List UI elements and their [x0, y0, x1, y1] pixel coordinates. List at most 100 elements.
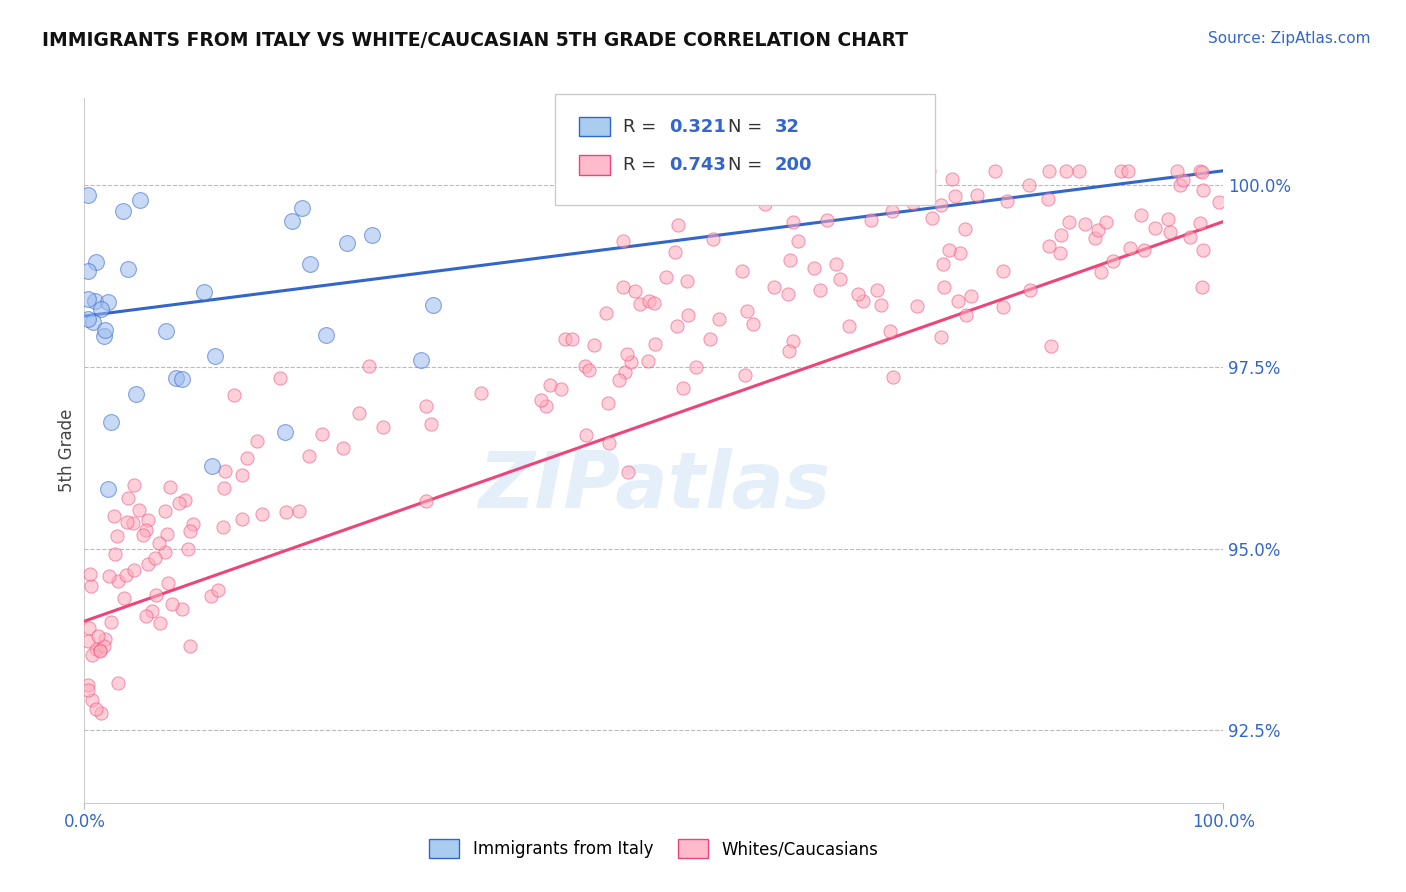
Point: [638, 293, 661, 308]
Point: [87, 629, 110, 643]
Point: [97, 295, 120, 310]
Point: [1038, 163, 1060, 178]
Point: [828, 271, 851, 285]
Point: [332, 441, 354, 455]
Point: [685, 359, 707, 374]
Point: [598, 436, 620, 450]
Point: [737, 304, 759, 318]
Point: [148, 536, 170, 550]
Point: [702, 232, 724, 246]
Point: [97, 482, 120, 496]
Point: [170, 602, 193, 616]
Point: [125, 387, 148, 401]
Point: [575, 427, 598, 442]
Point: [112, 591, 135, 606]
Point: [359, 359, 381, 374]
Point: [1038, 239, 1060, 253]
Point: [90, 302, 112, 317]
Point: [181, 517, 204, 532]
Point: [1132, 243, 1154, 257]
Point: [141, 603, 163, 617]
Point: [193, 285, 215, 299]
Point: [995, 194, 1018, 209]
Point: [107, 574, 129, 589]
Point: [613, 365, 636, 379]
Point: [155, 527, 177, 541]
Point: [93, 639, 115, 653]
Point: [955, 308, 977, 322]
Point: [159, 480, 181, 494]
Point: [787, 234, 810, 248]
Point: [201, 459, 224, 474]
Point: [882, 369, 904, 384]
Point: [929, 330, 952, 344]
Point: [236, 450, 259, 465]
Text: R =: R =: [623, 156, 662, 174]
Point: [1159, 225, 1181, 239]
Point: [699, 332, 721, 346]
Point: [153, 504, 176, 518]
Point: [825, 177, 848, 191]
Point: [176, 541, 198, 556]
Point: [82, 648, 104, 662]
Point: [173, 493, 195, 508]
Point: [1166, 163, 1188, 178]
Point: [1192, 243, 1215, 257]
Point: [666, 219, 689, 233]
Point: [76, 634, 98, 648]
Point: [838, 318, 860, 333]
Point: [678, 308, 700, 322]
Point: [105, 529, 128, 543]
Point: [1018, 178, 1040, 192]
Point: [617, 465, 640, 479]
Point: [949, 245, 972, 260]
Point: [136, 557, 159, 571]
Point: [281, 214, 304, 228]
Point: [1109, 163, 1132, 178]
Point: [76, 292, 98, 306]
Point: [582, 338, 605, 352]
Point: [550, 382, 572, 396]
Point: [628, 297, 651, 311]
Point: [90, 706, 112, 720]
Point: [905, 299, 928, 313]
Point: [1069, 163, 1091, 178]
Point: [778, 344, 800, 359]
Point: [1116, 163, 1139, 178]
Point: [754, 196, 776, 211]
Point: [817, 163, 839, 178]
Point: [782, 215, 804, 229]
Point: [419, 417, 441, 432]
Point: [336, 235, 359, 250]
Point: [959, 289, 981, 303]
Point: [869, 297, 891, 311]
Point: [117, 262, 139, 277]
Point: [103, 508, 125, 523]
Point: [76, 264, 98, 278]
Text: IMMIGRANTS FROM ITALY VS WHITE/CAUCASIAN 5TH GRADE CORRELATION CHART: IMMIGRANTS FROM ITALY VS WHITE/CAUCASIAN…: [42, 31, 908, 50]
Point: [866, 283, 889, 297]
Point: [1049, 246, 1071, 260]
Point: [561, 332, 583, 346]
Point: [274, 505, 297, 519]
Point: [100, 415, 122, 429]
Point: [115, 516, 138, 530]
Point: [76, 311, 98, 326]
Point: [77, 621, 100, 635]
Point: [409, 352, 432, 367]
Point: [155, 325, 177, 339]
Point: [929, 197, 952, 211]
Point: [1040, 338, 1063, 352]
Point: [104, 547, 127, 561]
Point: [100, 615, 122, 629]
Point: [742, 317, 765, 331]
Point: [246, 434, 269, 449]
Point: [941, 171, 963, 186]
Point: [93, 329, 115, 343]
Point: [1143, 221, 1166, 235]
Point: [859, 213, 882, 227]
Point: [107, 675, 129, 690]
Text: N =: N =: [728, 156, 768, 174]
Point: [135, 608, 157, 623]
Point: [1102, 254, 1125, 268]
